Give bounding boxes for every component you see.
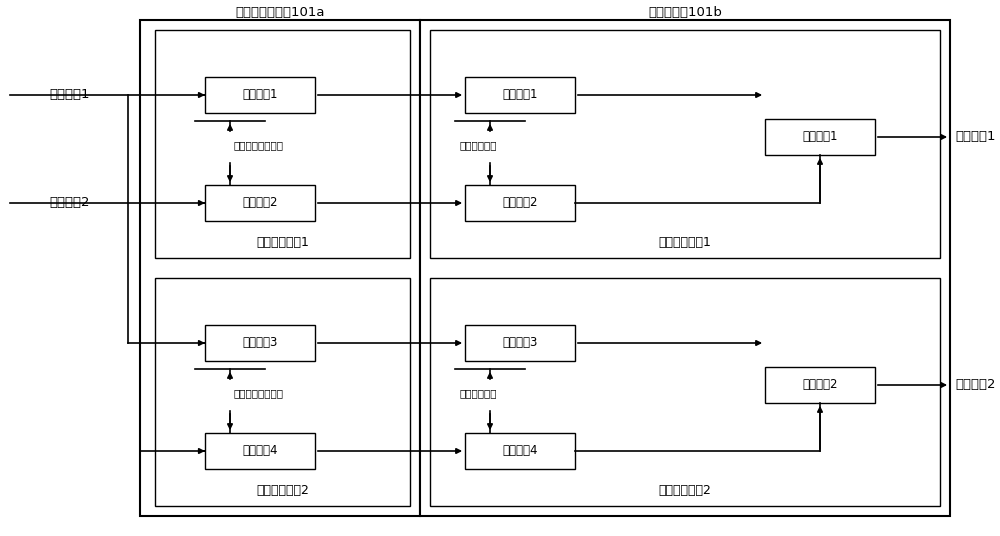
Bar [430, 278, 940, 506]
Text: 第一乘法2: 第一乘法2 [242, 197, 278, 210]
Text: 发送耦合单元2: 发送耦合单元2 [659, 485, 711, 497]
Text: 第二乘法2: 第二乘法2 [502, 197, 538, 210]
Text: 输出信号1: 输出信号1 [955, 130, 996, 144]
Bar [155, 30, 410, 258]
Bar [205, 433, 315, 469]
Bar [465, 433, 575, 469]
Text: 发送能量分配器101a: 发送能量分配器101a [235, 5, 325, 19]
Text: 第一能量分配参数: 第一能量分配参数 [233, 140, 283, 150]
Bar [430, 30, 940, 258]
Text: 第一加法1: 第一加法1 [802, 130, 838, 144]
Bar [205, 185, 315, 221]
Bar [140, 20, 420, 516]
Bar [155, 278, 410, 506]
Bar [205, 77, 315, 113]
Text: 第一乘法1: 第一乘法1 [242, 88, 278, 101]
Text: 第二乘法1: 第二乘法1 [502, 88, 538, 101]
Text: 发送耦合器101b: 发送耦合器101b [648, 5, 722, 19]
Text: 能量分配单元1: 能量分配单元1 [256, 236, 309, 249]
Bar [765, 367, 875, 403]
Text: 发送信号1: 发送信号1 [50, 88, 90, 101]
Bar [465, 325, 575, 361]
Text: 第一能量分配参数: 第一能量分配参数 [233, 388, 283, 398]
Bar [765, 119, 875, 155]
Text: 第一乘法3: 第一乘法3 [242, 337, 278, 349]
Text: 第二乘法4: 第二乘法4 [502, 444, 538, 458]
Text: 发送耦合单元1: 发送耦合单元1 [659, 236, 711, 249]
Text: 第一相位参数: 第一相位参数 [460, 140, 498, 150]
Text: 第二乘法3: 第二乘法3 [502, 337, 538, 349]
Text: 能量分配单元2: 能量分配单元2 [256, 485, 309, 497]
Bar [465, 77, 575, 113]
Bar [205, 325, 315, 361]
Text: 发送信号2: 发送信号2 [50, 197, 90, 210]
Text: 第一加法2: 第一加法2 [802, 378, 838, 391]
Bar [465, 185, 575, 221]
Text: 输出信号2: 输出信号2 [955, 378, 996, 391]
Text: 第一乘法4: 第一乘法4 [242, 444, 278, 458]
Bar [420, 20, 950, 516]
Text: 第一相位参数: 第一相位参数 [460, 388, 498, 398]
